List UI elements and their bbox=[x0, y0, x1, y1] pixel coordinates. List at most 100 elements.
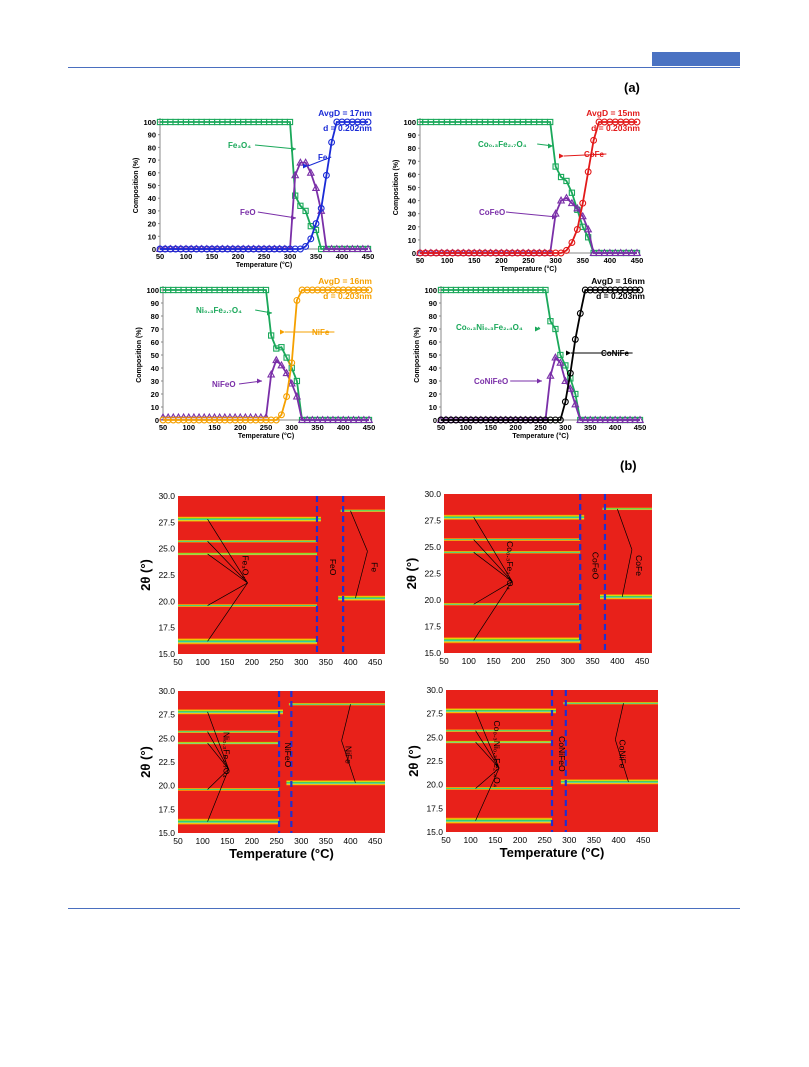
data-point-triangle bbox=[296, 158, 305, 166]
annotation-arrow bbox=[475, 741, 500, 769]
annotation-arrow bbox=[621, 549, 633, 597]
y-tick-label: 50 bbox=[151, 351, 159, 360]
x-tick-label: 350 bbox=[585, 656, 599, 666]
data-point-circle bbox=[517, 416, 525, 424]
data-point-circle bbox=[571, 335, 579, 343]
data-point-triangle bbox=[328, 415, 338, 423]
chart-map-nife: 15.0 17.5 20.0 22.5 25.0 27.5 30.0 50 100 150 200 2… bbox=[138, 686, 385, 861]
x-tick-label: 200 bbox=[234, 423, 247, 432]
data-point-circle bbox=[218, 245, 226, 253]
data-point-circle bbox=[573, 225, 581, 233]
chart-fe: 0 10 20 30 40 50 60 70 80 90 100 50 100 150 200 250 300 3… bbox=[133, 108, 374, 269]
data-point-circle bbox=[200, 416, 208, 424]
y-axis-label: 2θ (°) bbox=[406, 745, 421, 777]
data-point-square bbox=[297, 202, 304, 209]
data-point-circle bbox=[221, 416, 229, 424]
x-tick-label: 200 bbox=[232, 252, 245, 261]
data-point-circle bbox=[244, 245, 252, 253]
data-point-square bbox=[286, 118, 294, 126]
data-point-triangle bbox=[277, 360, 286, 369]
x-tick-label: 250 bbox=[538, 835, 552, 845]
x-tick-label: 250 bbox=[536, 656, 550, 666]
x-tick-label: 300 bbox=[562, 835, 576, 845]
data-point-circle bbox=[507, 416, 515, 424]
y-tick-label: 100 bbox=[424, 286, 437, 295]
x-tick-label: 100 bbox=[182, 423, 195, 432]
diffraction-band bbox=[178, 637, 317, 645]
annotation-arrow bbox=[563, 153, 607, 157]
y-axis-label: 2θ (°) bbox=[404, 558, 419, 590]
y-tick-label: 15.0 bbox=[424, 648, 441, 658]
data-point-triangle bbox=[291, 170, 300, 179]
y-axis-label: 2θ (°) bbox=[138, 559, 153, 591]
data-point-square bbox=[547, 318, 554, 325]
annotation-arrow bbox=[614, 703, 624, 740]
data-point-triangle bbox=[551, 209, 560, 217]
data-point-circle bbox=[185, 416, 193, 424]
diffraction-band bbox=[178, 787, 280, 791]
data-point-circle bbox=[216, 416, 224, 424]
data-point-circle bbox=[561, 398, 569, 406]
data-point-circle bbox=[542, 416, 549, 424]
phase-annotation: Co₀.₃Fe₂.₇O₄ bbox=[505, 541, 515, 590]
avgd-label: AvgD = 16nm bbox=[318, 276, 372, 286]
data-point-triangle bbox=[566, 384, 575, 392]
y-tick-label: 10 bbox=[429, 403, 437, 412]
data-point-circle bbox=[175, 416, 182, 424]
x-tick-label: 50 bbox=[441, 835, 451, 845]
annotation-arrowhead bbox=[280, 329, 285, 335]
data-point-square bbox=[292, 192, 299, 199]
data-point-circle bbox=[355, 286, 363, 294]
series-annotation: Fe bbox=[318, 153, 328, 162]
data-point-circle bbox=[611, 286, 619, 294]
data-point-triangle bbox=[359, 415, 368, 423]
x-tick-label: 450 bbox=[368, 836, 382, 846]
data-point-circle bbox=[497, 416, 505, 424]
x-tick-label: 450 bbox=[631, 256, 644, 265]
y-tick-label: 22.5 bbox=[158, 757, 175, 767]
diffraction-band bbox=[178, 708, 283, 715]
y-tick-label: 30 bbox=[408, 210, 416, 219]
y-tick-label: 0 bbox=[155, 416, 159, 425]
data-point-circle bbox=[487, 416, 495, 424]
data-point-circle bbox=[314, 286, 321, 294]
y-tick-label: 30.0 bbox=[426, 685, 443, 695]
x-tick-label: 350 bbox=[319, 836, 333, 846]
data-point-triangle bbox=[303, 415, 312, 423]
x-tick-label: 400 bbox=[337, 423, 350, 432]
x-tick-label: 300 bbox=[285, 423, 298, 432]
y-tick-label: 30 bbox=[151, 377, 159, 386]
data-point-square bbox=[542, 286, 549, 294]
data-point-circle bbox=[472, 416, 480, 424]
x-axis-label: Temperature (°C) bbox=[238, 432, 294, 440]
d-spacing-label: d = 0.203nm bbox=[591, 123, 640, 133]
diffraction-band bbox=[178, 539, 317, 543]
x-tick-label: 350 bbox=[310, 252, 323, 261]
x-tick-label: 450 bbox=[635, 656, 649, 666]
data-point-circle bbox=[203, 245, 211, 253]
data-point-circle bbox=[190, 416, 198, 424]
data-point-circle bbox=[551, 416, 559, 424]
annotation-arrow bbox=[475, 730, 500, 769]
data-point-circle bbox=[281, 245, 289, 253]
data-point-circle bbox=[452, 416, 460, 424]
annotation-arrow bbox=[341, 740, 356, 783]
y-tick-label: 0 bbox=[412, 249, 416, 258]
x-tick-label: 150 bbox=[208, 423, 221, 432]
y-tick-label: 0 bbox=[152, 245, 156, 254]
annotation-arrowhead bbox=[535, 326, 540, 332]
data-point-triangle bbox=[578, 211, 587, 220]
data-point-circle bbox=[303, 286, 311, 294]
x-axis-label: Temperature (°C) bbox=[500, 845, 605, 860]
y-tick-label: 27.5 bbox=[158, 517, 175, 527]
data-point-triangle bbox=[571, 399, 580, 408]
data-point-triangle bbox=[551, 353, 560, 361]
y-tick-label: 60 bbox=[429, 338, 437, 347]
x-tick-label: 400 bbox=[611, 835, 625, 845]
data-point-square bbox=[262, 286, 270, 294]
data-point-circle bbox=[229, 245, 237, 253]
x-axis-label: Temperature (°C) bbox=[512, 432, 568, 440]
annotation-arrow bbox=[207, 711, 229, 770]
diffraction-band bbox=[560, 778, 658, 785]
x-tick-label: 200 bbox=[245, 836, 259, 846]
